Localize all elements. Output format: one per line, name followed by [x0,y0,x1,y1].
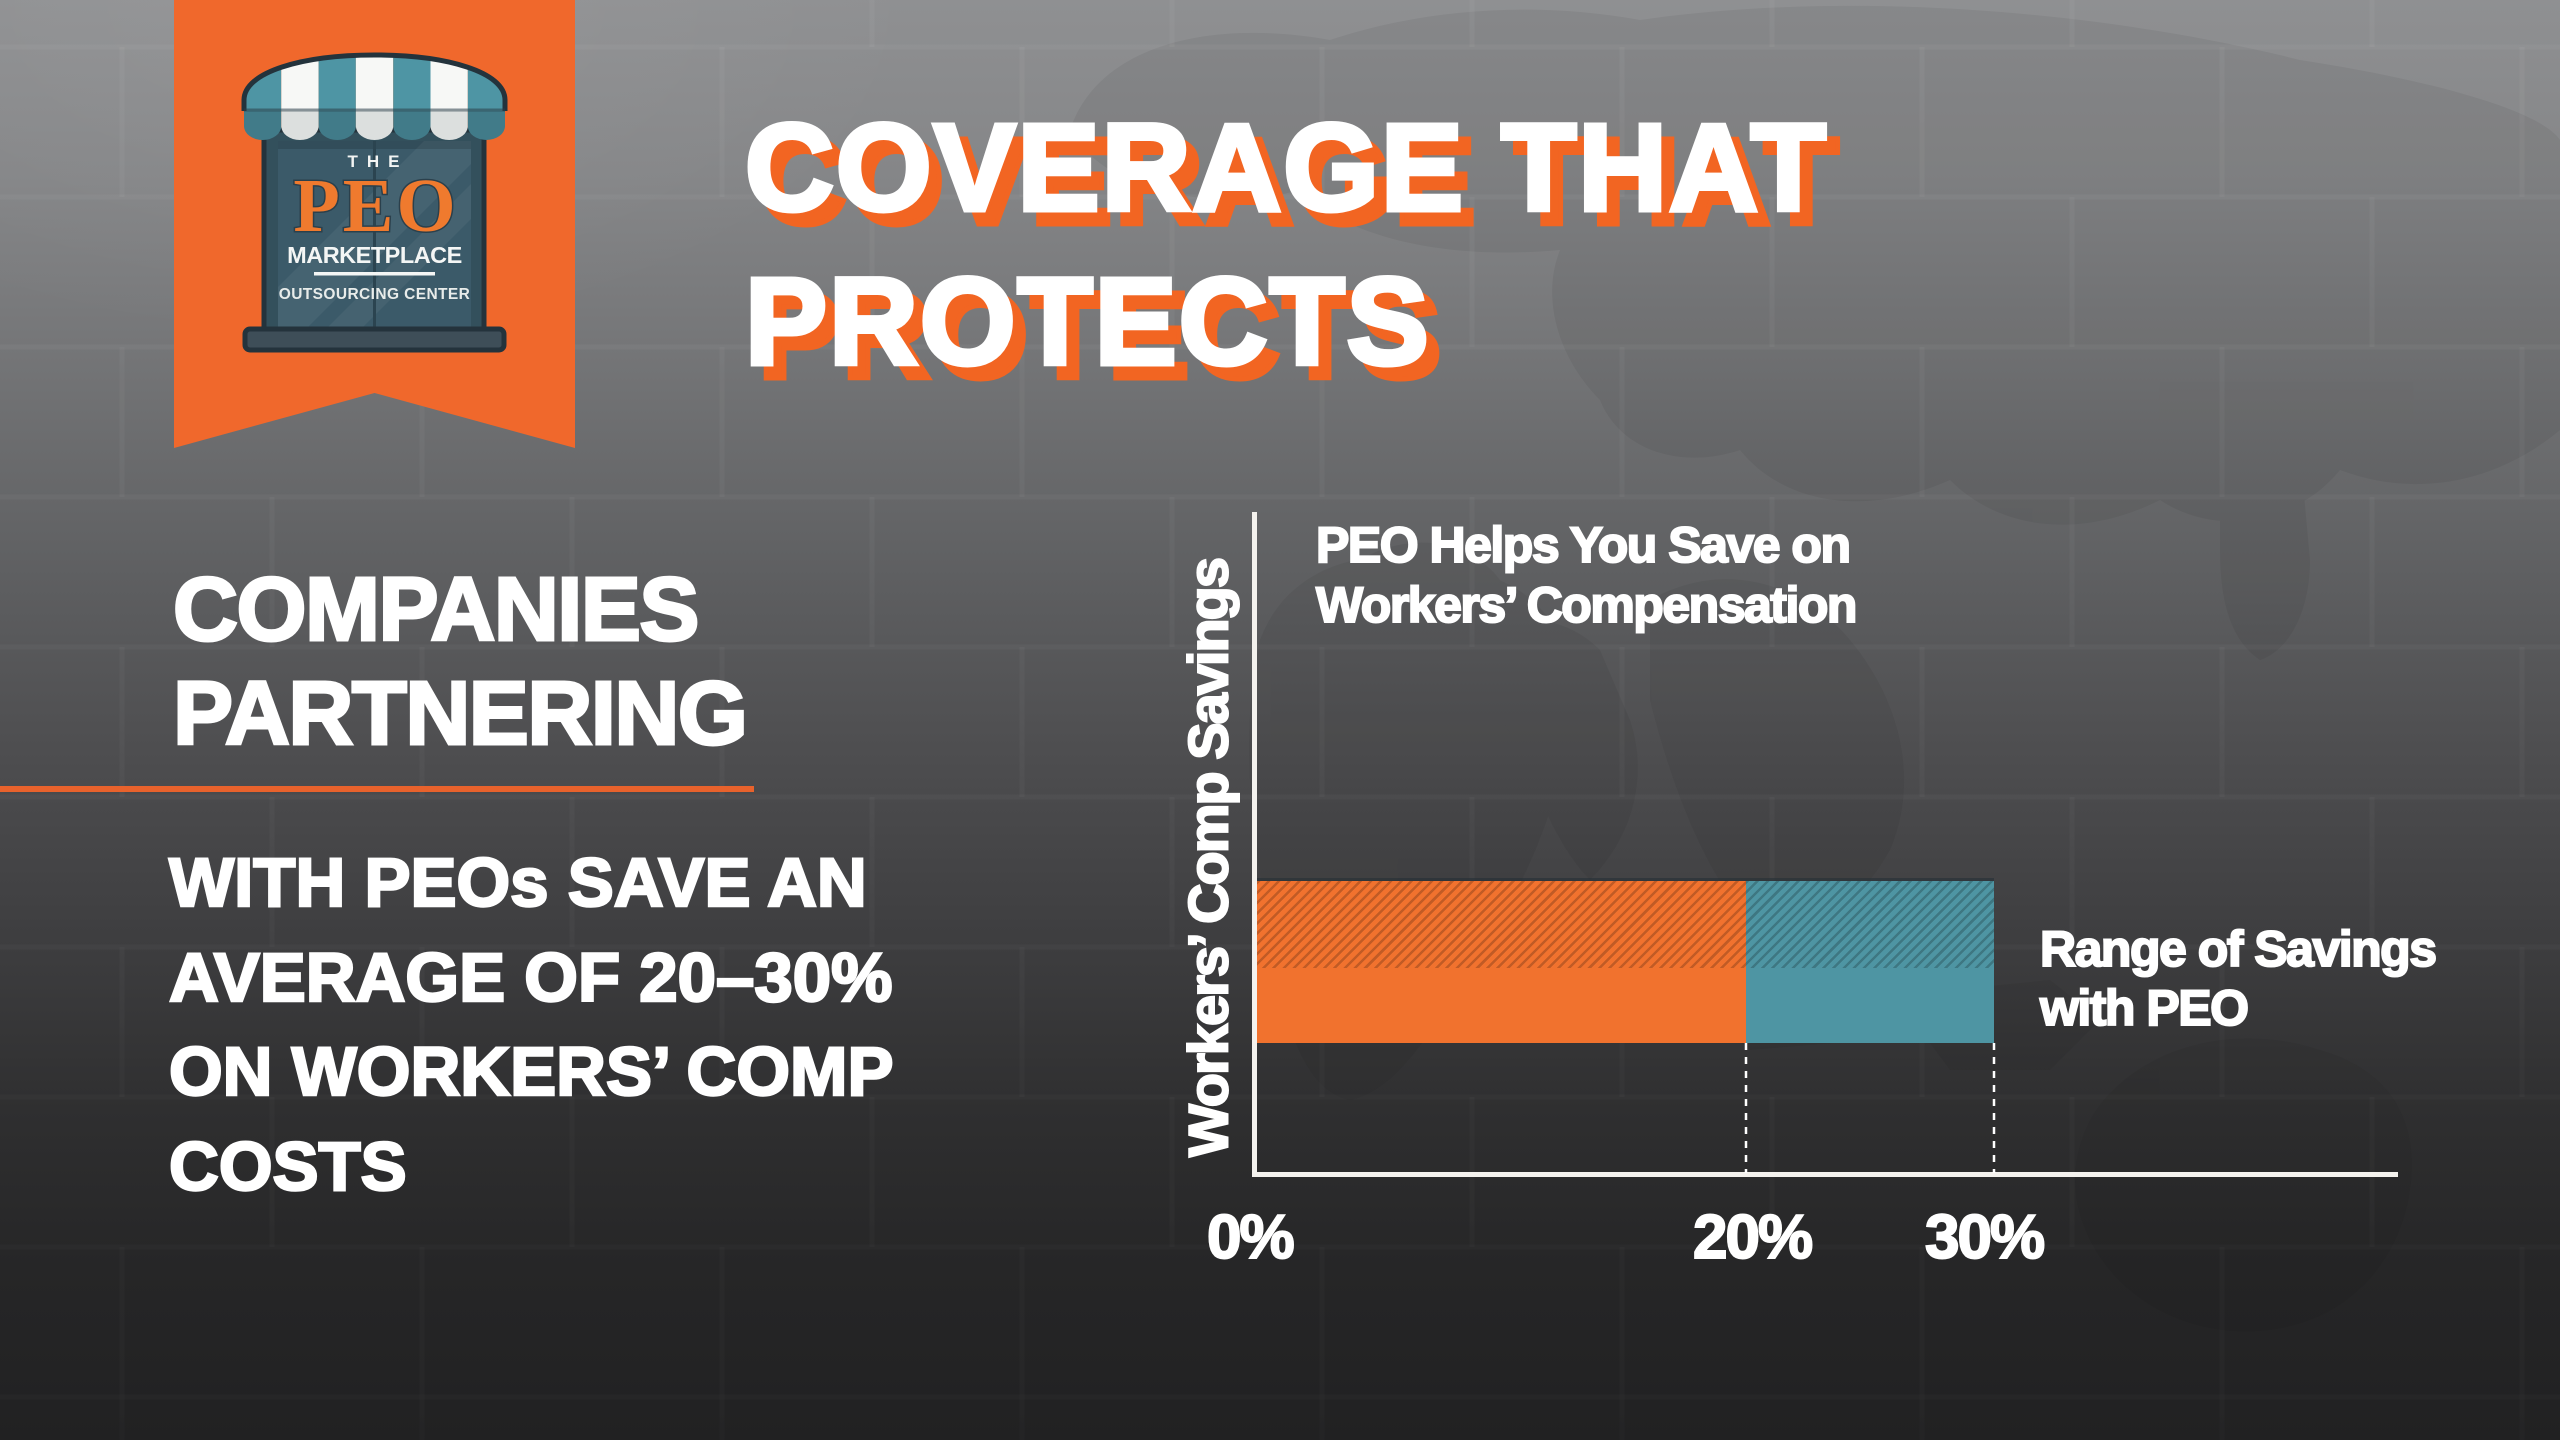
svg-text:OUTSOURCING CENTER: OUTSOURCING CENTER [279,286,470,303]
svg-text:MARKETPLACE: MARKETPLACE [287,242,462,268]
svg-text:THE: THE [348,152,409,171]
svg-text:PEO: PEO [293,164,458,248]
